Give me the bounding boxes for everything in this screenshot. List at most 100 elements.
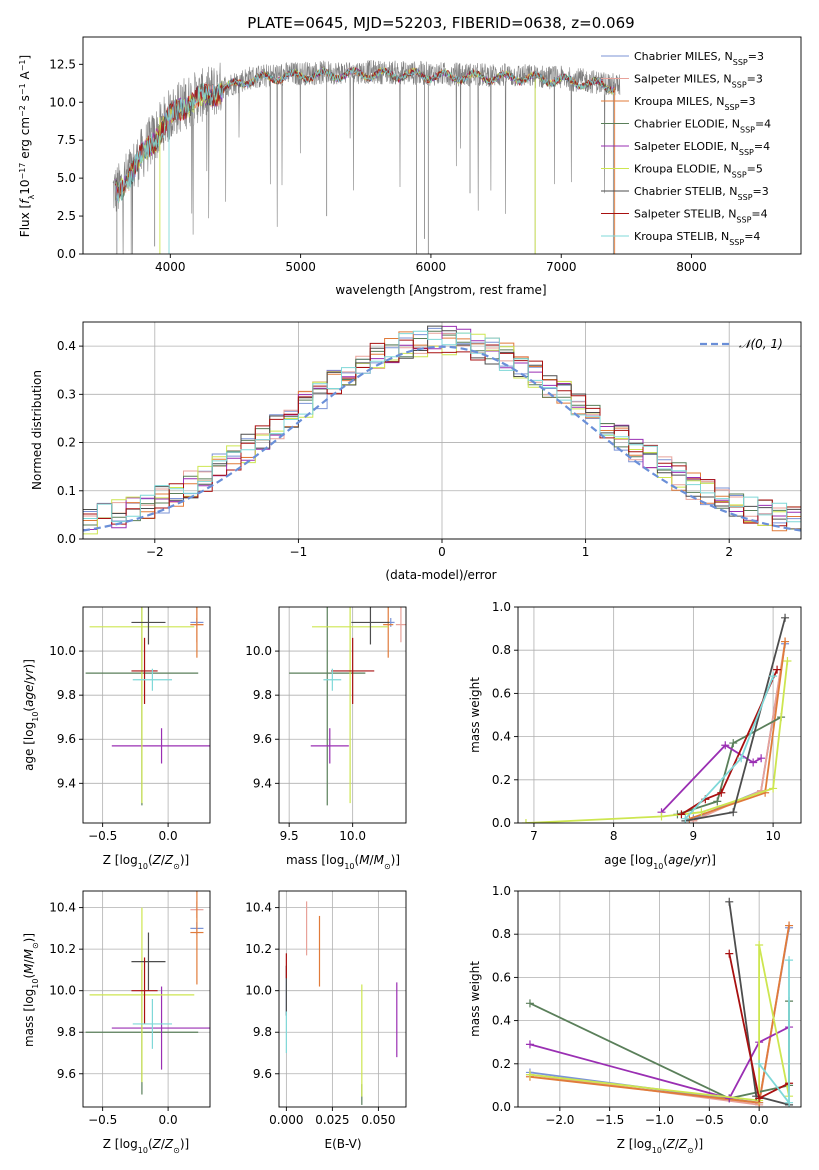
massweight-vs-z-ylabel: mass weight <box>468 961 482 1037</box>
age-vs-z-points <box>85 607 210 806</box>
massweight-vs-z-ytick-label: 0.0 <box>492 1100 511 1114</box>
residuals-ytick-label: 0.2 <box>57 436 76 450</box>
mass-vs-ebv-points <box>285 901 398 1105</box>
spectrum-xtick-label: 8000 <box>676 260 707 274</box>
massweight-vs-age-ytick-label: 0.0 <box>492 816 511 830</box>
marker-kroupa-miles <box>781 637 790 646</box>
residuals-xtick-label: 2 <box>725 545 733 559</box>
massweight-vs-z-xlabel: Z [log10(Z/Z⊙)] <box>617 1137 703 1155</box>
spectrum-title: PLATE=0645, MJD=52203, FIBERID=0638, z=0… <box>247 14 634 32</box>
age-vs-z-ytick-label: 9.4 <box>57 776 76 790</box>
massweight-vs-age-xtick-label: 9 <box>690 829 698 843</box>
marker-kroupa-elodie <box>525 1070 534 1079</box>
mass-vs-z-plot-area: −0.5 0.0 9.6 9.8 10.0 10.2 10.4 <box>49 891 210 1127</box>
legend-label-salpeter-elodie: Salpeter ELODIE, NSSP=4 <box>634 140 770 157</box>
massweight-vs-z-xtick-label: −2.0 <box>545 1113 574 1127</box>
mass-vs-z-ytick-label: 9.6 <box>57 1067 76 1081</box>
marker-kroupa-stelib <box>737 754 746 763</box>
massweight-vs-z-plot-area: −2.0 −1.5 −1.0 −0.5 0.0 0.0 0.2 0.4 0.6 0.8 1.0 <box>492 884 801 1127</box>
massweight-vs-z-ytick-label: 0.6 <box>492 970 511 984</box>
mass-vs-ebv-xlabel: E(B-V) <box>324 1137 361 1151</box>
marker-chabrier-stelib <box>781 613 790 622</box>
mass-vs-ebv-xtick-label: 0.000 <box>269 1113 303 1127</box>
spectrum-ytick-label: 2.5 <box>57 209 76 223</box>
residuals-frame <box>82 321 802 540</box>
marker-salpeter-elodie <box>725 1094 734 1103</box>
spectrum-ytick-label: 0.0 <box>57 247 76 261</box>
spectrum-ytick-label: 12.5 <box>49 57 76 71</box>
residuals-legend: 𝒩(0, 1) <box>700 337 783 351</box>
age-vs-mass-xtick-label: 9.5 <box>280 829 299 843</box>
age-vs-mass-ytick-label: 9.6 <box>253 732 272 746</box>
massweight-vs-age-frame <box>517 606 802 824</box>
residuals-xtick-label: 0 <box>438 545 446 559</box>
residuals-ytick-label: 0.3 <box>57 387 76 401</box>
marker-kroupa-miles <box>785 921 794 930</box>
marker-kroupa-stelib <box>785 956 794 965</box>
age-vs-z-ytick-label: 9.6 <box>57 732 76 746</box>
age-vs-mass-ytick-label: 10.0 <box>245 644 272 658</box>
mass-vs-ebv-panel: 0.000 0.025 0.050 9.6 9.8 10.0 10.2 10.4 E(B-V) <box>245 890 407 1151</box>
residuals-ytick-label: 0.4 <box>57 339 76 353</box>
mass-vs-z-xtick-label: −0.5 <box>88 1113 117 1127</box>
marker-kroupa-elodie <box>521 819 530 823</box>
massweight-vs-age-ytick-label: 1.0 <box>492 600 511 614</box>
mass-vs-ebv-ytick-label: 9.6 <box>253 1067 272 1081</box>
mass-vs-z-points <box>85 891 210 1095</box>
massweight-vs-age-xlabel: age [log10(age/yr)] <box>604 853 716 871</box>
mass-vs-z-ytick-label: 10.4 <box>49 901 76 915</box>
mass-vs-ebv-xtick-label: 0.050 <box>361 1113 395 1127</box>
massweight-vs-z-ytick-label: 0.8 <box>492 927 511 941</box>
marker-chabrier-stelib <box>729 808 738 817</box>
marker-salpeter-stelib <box>725 949 734 958</box>
legend-label-kroupa-miles: Kroupa MILES, NSSP=3 <box>634 95 756 112</box>
spectrum-panel: PLATE=0645, MJD=52203, FIBERID=0638, z=0… <box>18 14 802 297</box>
marker-kroupa-stelib <box>681 814 690 823</box>
age-vs-z-xtick-label: −0.5 <box>88 829 117 843</box>
residuals-histograms <box>83 325 801 539</box>
massweight-vs-age-panel: 7 8 9 10 0.0 0.2 0.4 0.6 0.8 1.0 age [log10(age/y… <box>468 600 802 871</box>
spectrum-xtick-label: 7000 <box>546 260 577 274</box>
massweight-vs-z-panel: −2.0 −1.5 −1.0 −0.5 0.0 0.0 0.2 0.4 0.6 0.8 1.0 Z … <box>468 884 802 1155</box>
mass-vs-z-ytick-label: 10.2 <box>49 942 76 956</box>
mass-vs-ebv-xtick-label: 0.025 <box>315 1113 349 1127</box>
residuals-ytick-label: 0.0 <box>57 532 76 546</box>
marker-salpeter-elodie <box>525 1040 534 1049</box>
model-spectrum-kroupa-stelib <box>115 67 615 204</box>
marker-chabrier-elodie <box>713 797 722 806</box>
spectrum-ytick-label: 5.0 <box>57 171 76 185</box>
legend-label-chabrier-elodie: Chabrier ELODIE, NSSP=4 <box>634 118 771 135</box>
marker-salpeter-stelib <box>717 788 726 797</box>
marker-chabrier-elodie <box>729 739 738 748</box>
legend-label-kroupa-stelib: Kroupa STELIB, NSSP=4 <box>634 230 760 247</box>
massweight-vs-z-ytick-label: 1.0 <box>492 884 511 898</box>
marker-chabrier-elodie <box>525 999 534 1008</box>
massweight-vs-z-xtick-label: −1.0 <box>645 1113 674 1127</box>
massweight-vs-z-lines <box>525 897 794 1107</box>
marker-kroupa-elodie <box>657 812 666 821</box>
spectrum-curves <box>112 59 621 254</box>
residuals-xtick-label: −2 <box>146 545 164 559</box>
legend-label-chabrier-miles: Chabrier MILES, NSSP=3 <box>634 50 764 67</box>
residuals-xtick-label: 1 <box>582 545 590 559</box>
spectrum-plot-area <box>112 59 621 254</box>
mass-vs-z-panel: −0.5 0.0 9.6 9.8 10.0 10.2 10.4 Z [log10(Z/Z⊙)… <box>22 890 211 1155</box>
spectrum-legend: Chabrier MILES, NSSP=3 Salpeter MILES, NS… <box>601 50 771 247</box>
marker-kroupa-elodie <box>783 657 792 665</box>
marker-salpeter-elodie <box>721 741 730 750</box>
age-vs-mass-ytick-label: 9.8 <box>253 688 272 702</box>
line-chabrier-elodie <box>677 716 782 816</box>
residuals-ylabel: Normed distribution <box>30 370 44 490</box>
age-vs-z-frame <box>82 606 211 824</box>
marker-salpeter-elodie <box>749 758 758 767</box>
massweight-vs-z-frame <box>517 890 802 1108</box>
massweight-vs-age-ytick-label: 0.4 <box>492 730 511 744</box>
massweight-vs-age-ytick-label: 0.8 <box>492 643 511 657</box>
age-vs-mass-xlabel: mass [log10(M/M⊙)] <box>286 853 400 871</box>
residuals-ytick-label: 0.1 <box>57 484 76 498</box>
legend-label-chabrier-stelib: Chabrier STELIB, NSSP=3 <box>634 185 769 202</box>
massweight-vs-age-lines <box>521 613 792 823</box>
marker-kroupa-stelib <box>755 1059 764 1068</box>
